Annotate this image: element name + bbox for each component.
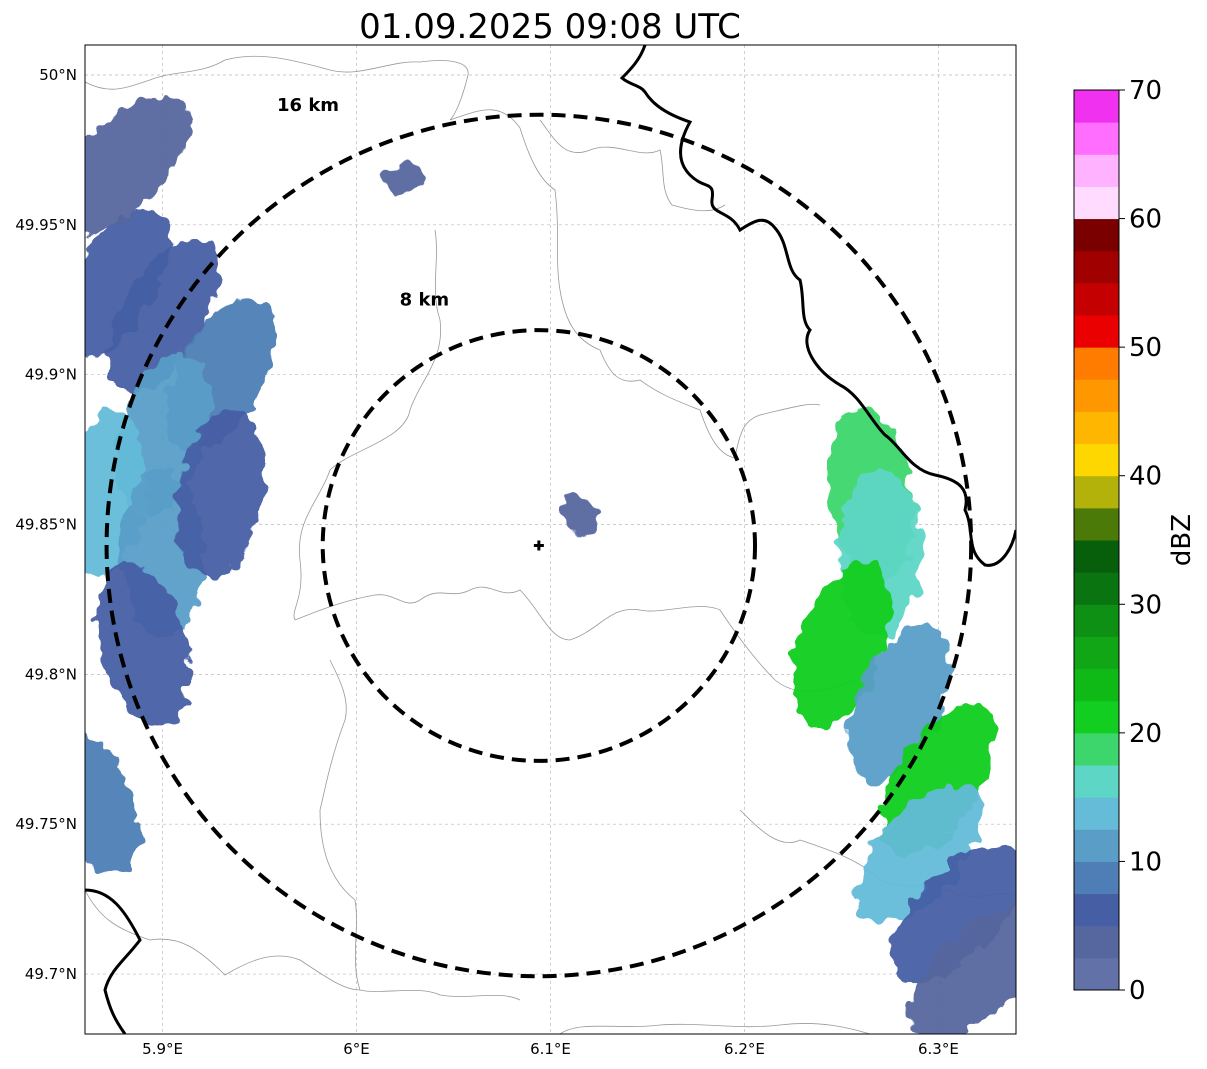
colorbar-tick-label: 30 [1129,590,1162,620]
colorbar-tick-label: 10 [1129,847,1162,877]
lat-tick-label: 49.8°N [25,665,77,683]
colorbar-swatch [1074,636,1119,670]
colorbar-swatch [1074,186,1119,220]
colorbar-swatch [1074,957,1119,991]
echo-east-band-g [893,844,1016,984]
colorbar: 0 10 20 30 40 50 60 70 dBZ [1073,76,1197,1006]
map-plot-area[interactable]: 8 km 16 km [7,45,1066,1064]
colorbar-swatch [1074,443,1119,477]
admin-boundary-line [319,659,521,1001]
admin-boundary-line [559,1023,871,1034]
colorbar-swatch [1074,893,1119,927]
lon-tick-label: 6.1°E [530,1040,571,1058]
echo-west-band-b [105,239,220,391]
range-ring-16km [104,112,974,979]
echo-central-cell [561,495,598,536]
colorbar-swatch [1074,379,1119,412]
colorbar-swatch [1074,572,1119,605]
range-ring-label: 16 km [277,95,339,116]
echo-west-band-i [85,96,190,234]
admin-boundary-line [293,229,442,621]
colorbar-swatch [1074,604,1119,637]
lat-tick-label: 50°N [39,66,77,84]
colorbar-label: dBZ [1167,514,1197,566]
figure-title: 01.09.2025 09:08 UTC [359,7,741,47]
range-ring-8km [320,328,758,763]
colorbar-swatch [1074,90,1119,123]
colorbar-swatch [1074,475,1119,509]
echo-west-band-j [85,717,141,872]
lon-tick-label: 6°E [343,1040,370,1058]
colorbar-swatch [1074,700,1119,734]
colorbar-tick-label: 0 [1129,976,1146,1006]
national-border [85,45,1016,1034]
colorbar-swatch [1074,668,1119,702]
colorbar-swatch [1074,315,1119,348]
radar-site-cross-icon [533,540,544,551]
colorbar-swatch [1074,732,1119,766]
colorbar-tick-label: 70 [1129,76,1162,106]
echo-east-band-f [856,783,982,926]
colorbar-swatch [1074,347,1119,380]
colorbar-tick-label: 20 [1129,719,1162,749]
national-border-line [619,45,1016,567]
lat-tick-label: 49.85°N [15,516,77,534]
colorbar-frame [1073,89,1120,991]
admin-boundary-line [85,889,361,991]
lon-tick-label: 5.9°E [142,1040,183,1058]
colorbar-swatch [1074,154,1119,187]
reflectivity-field [85,96,1016,1034]
lat-tick-label: 49.7°N [25,965,77,983]
range-rings: 8 km 16 km [104,95,974,979]
colorbar-swatch [1074,925,1119,959]
colorbar-swatch [1074,797,1119,830]
echo-east-band-h [910,906,1016,1034]
map-frame [84,44,1017,1035]
echo-west-band-h [97,561,189,728]
colorbar-swatch [1074,765,1119,798]
colorbar-tick-label: 50 [1129,333,1162,363]
colorbar-swatch [1074,411,1119,445]
national-border-line [85,888,142,1034]
echo-north-cell [383,163,427,196]
range-ring-label: 8 km [400,290,450,311]
admin-boundary-line [539,119,726,212]
colorbar-swatch [1074,122,1119,155]
admin-boundary-line [85,55,821,459]
lat-tick-label: 49.9°N [25,366,77,384]
lon-tick-label: 6.3°E [918,1040,959,1058]
colorbar-swatch [1074,540,1119,573]
colorbar-swatches [1074,90,1119,991]
lat-tick-label: 49.95°N [15,216,77,234]
colorbar-tick-label: 40 [1129,462,1162,492]
map-axis-ticks: 5.9°E 6°E 6.1°E 6.2°E 6.3°E 50°N 49.95°N 49.9°N… [15,66,959,1058]
colorbar-swatch [1074,250,1119,284]
colorbar-ticks: 0 10 20 30 40 50 60 70 [1119,76,1162,1006]
colorbar-swatch [1074,218,1119,252]
colorbar-swatch [1074,507,1119,541]
colorbar-swatch [1074,861,1119,895]
colorbar-swatch [1074,282,1119,316]
radar-site-marker[interactable] [533,540,544,551]
colorbar-tick-label: 60 [1129,205,1162,235]
lat-tick-label: 49.75°N [15,815,77,833]
echo-west-band-a [85,209,172,361]
admin-boundary-line [294,586,856,692]
lon-tick-label: 6.2°E [724,1040,765,1058]
colorbar-swatch [1074,829,1119,862]
echo-west-band-g [177,410,265,579]
